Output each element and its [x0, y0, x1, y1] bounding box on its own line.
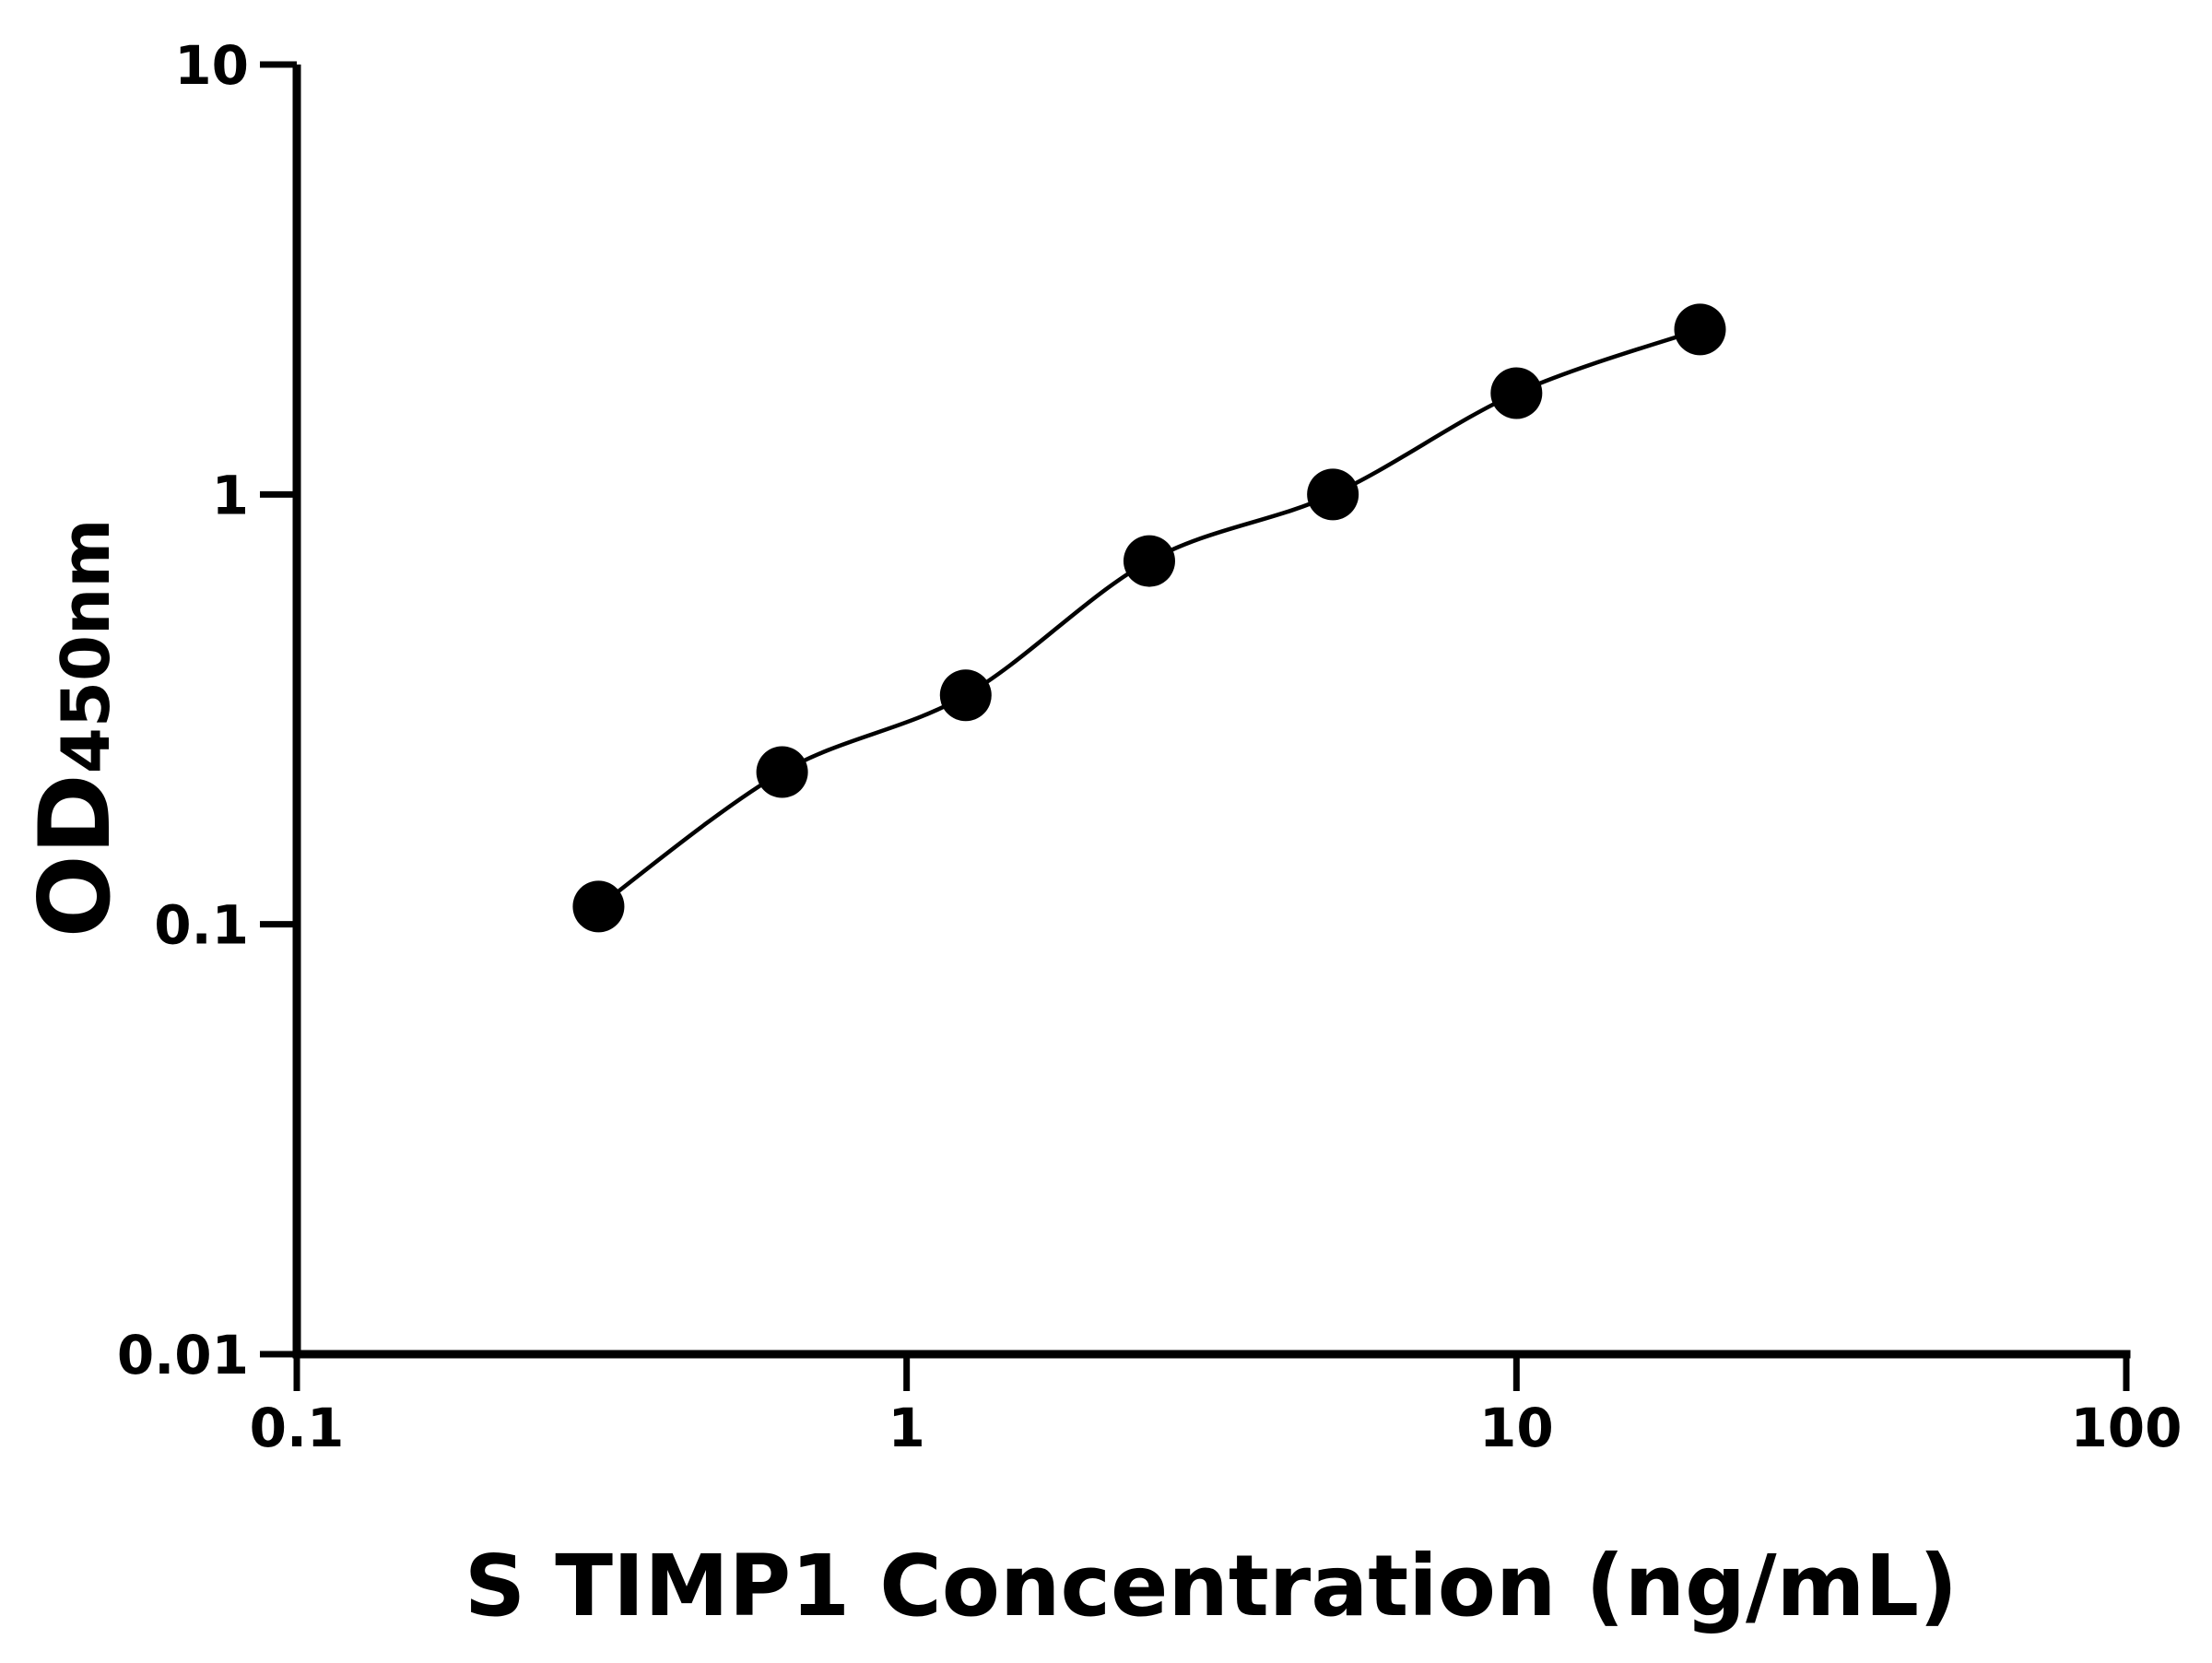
- data-point: [572, 880, 625, 933]
- x-tick-label: 10: [1479, 1397, 1554, 1459]
- data-point: [939, 669, 992, 722]
- data-point: [1123, 535, 1175, 587]
- y-tick-label: 10: [174, 34, 249, 97]
- data-point: [1674, 303, 1726, 356]
- y-axis-label-main: OD: [18, 773, 132, 938]
- x-tick-label: 1: [888, 1397, 924, 1459]
- data-point: [1307, 468, 1359, 521]
- x-axis-label: S TIMP1 Concentration (ng/mL): [465, 1537, 1958, 1635]
- data-point: [1490, 367, 1543, 419]
- y-axis-label-sub: 450nm: [47, 519, 124, 774]
- y-axis-label: OD450nm: [18, 519, 132, 938]
- fit-line: [597, 327, 1701, 909]
- y-tick-label: 0.01: [117, 1324, 249, 1386]
- x-tick-label: 0.1: [250, 1397, 345, 1459]
- x-tick-label: 100: [2070, 1397, 2182, 1459]
- y-tick-label: 0.1: [154, 894, 249, 957]
- y-tick-label: 1: [212, 464, 249, 526]
- data-point: [756, 746, 808, 798]
